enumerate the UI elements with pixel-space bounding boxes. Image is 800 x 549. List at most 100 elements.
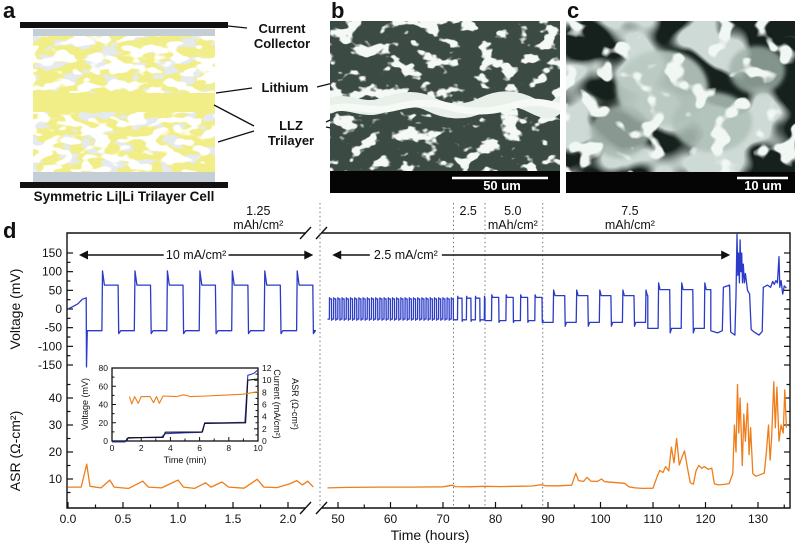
- current-density-label: 10 mA/cm²: [166, 248, 226, 262]
- voltage-trace-left: [67, 270, 317, 368]
- tick-label: 90: [541, 512, 555, 526]
- current-collector-bar-bottom: [20, 182, 228, 188]
- porous-top-white-texture: [33, 36, 215, 93]
- inset-y-right-tick-label: 8: [262, 387, 267, 397]
- capacity-boundary-lines: [319, 203, 544, 508]
- axis-break-bottom-2: [315, 501, 328, 515]
- panel-b: b 50 um: [330, 0, 560, 193]
- sem-b-scalebar-label: 50 um: [483, 178, 521, 193]
- inset-x-tick-label: 0: [110, 443, 115, 453]
- tick-label: 70: [436, 512, 450, 526]
- capacity-annotation-value: 1.25: [246, 204, 270, 218]
- arrow-head-right-icon: [304, 250, 314, 260]
- leader-lithium-left: [215, 87, 253, 94]
- tick-label: 100: [42, 265, 62, 279]
- tick-label: 10: [49, 472, 63, 486]
- dense-llz-layer: [33, 93, 215, 112]
- inset-y-right-tick-label: 12: [262, 363, 272, 373]
- tick-label: -100: [38, 339, 62, 353]
- tick-label: 50: [49, 283, 63, 297]
- current-collector-bar-top: [20, 22, 228, 28]
- sem-b-lithium-band-bright: [330, 98, 560, 115]
- inset-x-tick-label: 8: [226, 443, 231, 453]
- sem-b-scalebar-band: [330, 171, 560, 193]
- tick-label: 0.5: [115, 512, 132, 526]
- inset-x-tick-label: 2: [139, 443, 144, 453]
- tick-label: 60: [384, 512, 398, 526]
- asr-trace-right: [327, 381, 788, 490]
- axis-break-bottom-1: [299, 501, 312, 515]
- inset-y-right-tick-label: 2: [262, 424, 267, 434]
- panel-a: a Symmetric Li|Li Trilayer Cell Current …: [3, 0, 400, 204]
- inset-y-left-tick-label: 60: [99, 381, 109, 391]
- axis-break-top-1: [299, 226, 312, 240]
- panel-b-letter: b: [331, 0, 344, 23]
- voltage-trace-right: [327, 233, 787, 336]
- tick-label: 150: [42, 246, 62, 260]
- tick-label: -50: [45, 321, 63, 335]
- porous-bottom-white-texture: [33, 112, 215, 172]
- inset-y-left-tick-label: 80: [99, 363, 109, 373]
- tick-label: 20: [49, 445, 63, 459]
- arrow-head-right-icon: [721, 250, 731, 260]
- capacity-annotation-unit: mAh/cm²: [488, 218, 538, 232]
- leader-llz-left-upper: [213, 104, 255, 127]
- tick-label: 130: [748, 512, 768, 526]
- tick-label: 1.5: [225, 512, 242, 526]
- tick-label: 100: [590, 512, 610, 526]
- inset-y-right-tick-label: 6: [262, 400, 267, 410]
- llz-trilayer-label-line2: Trilayer: [268, 133, 314, 148]
- inset-frame: [111, 367, 259, 442]
- panel-a-caption: Symmetric Li|Li Trilayer Cell: [34, 189, 215, 204]
- current-collector-label-line1: Current: [259, 21, 307, 36]
- inset-current-axis-title: Current (mA/cm²): [272, 369, 282, 439]
- inset-voltage-axis-title: Voltage (mV): [80, 378, 90, 430]
- capacity-annotation-value: 2.5: [460, 204, 477, 218]
- tick-label: 110: [643, 512, 662, 526]
- inset-y-left-tick-label: 20: [99, 418, 109, 428]
- current-collector-label-line2: Collector: [254, 36, 310, 51]
- inset-series: [112, 369, 259, 443]
- inset-y-left-tick-label: 40: [99, 400, 109, 410]
- asr-axis-title: ASR (Ω-cm²): [7, 411, 23, 491]
- tick-label: 0: [55, 302, 62, 316]
- voltage-axis-title: Voltage (mV): [7, 269, 23, 350]
- plot-frame: [66, 226, 791, 515]
- tick-label: 30: [49, 418, 63, 432]
- tick-label: 50: [331, 512, 345, 526]
- inset-x-tick-label: 6: [197, 443, 202, 453]
- inset-current-trace: [112, 378, 259, 442]
- sem-c-highlights: [566, 21, 795, 193]
- asr-trace-left: [68, 463, 314, 490]
- inset-time-axis-title: Time (min): [164, 455, 207, 465]
- axis-break-top-2: [315, 226, 328, 240]
- panel-a-letter: a: [3, 0, 16, 23]
- capacity-annotation-unit: mAh/cm²: [605, 218, 655, 232]
- inset-asr-axis-title: ASR (Ω-cm²): [290, 378, 300, 430]
- plot-frame-right: [322, 232, 791, 509]
- inset-x-tick-label: 10: [253, 443, 263, 453]
- panel-c-letter: c: [567, 0, 579, 23]
- inset-x-tick-label: 4: [168, 443, 173, 453]
- data-series: [67, 233, 788, 490]
- tick-label: 120: [695, 512, 715, 526]
- leader-llz-left-lower: [217, 130, 255, 143]
- trilayer-cell-schematic: [33, 29, 215, 183]
- leader-current-collector: [227, 25, 248, 29]
- tick-label: -150: [38, 358, 62, 372]
- time-axis-title: Time (hours): [391, 527, 470, 543]
- tick-label: 2.0: [280, 512, 297, 526]
- tick-label: 0.0: [60, 512, 77, 526]
- inset-asr-trace: [128, 391, 259, 405]
- inset-y-right-tick-label: 4: [262, 412, 267, 422]
- arrow-head-left-icon: [79, 250, 88, 260]
- plot-frame-left: [66, 232, 306, 509]
- inset-y-left-tick-label: 0: [103, 436, 108, 446]
